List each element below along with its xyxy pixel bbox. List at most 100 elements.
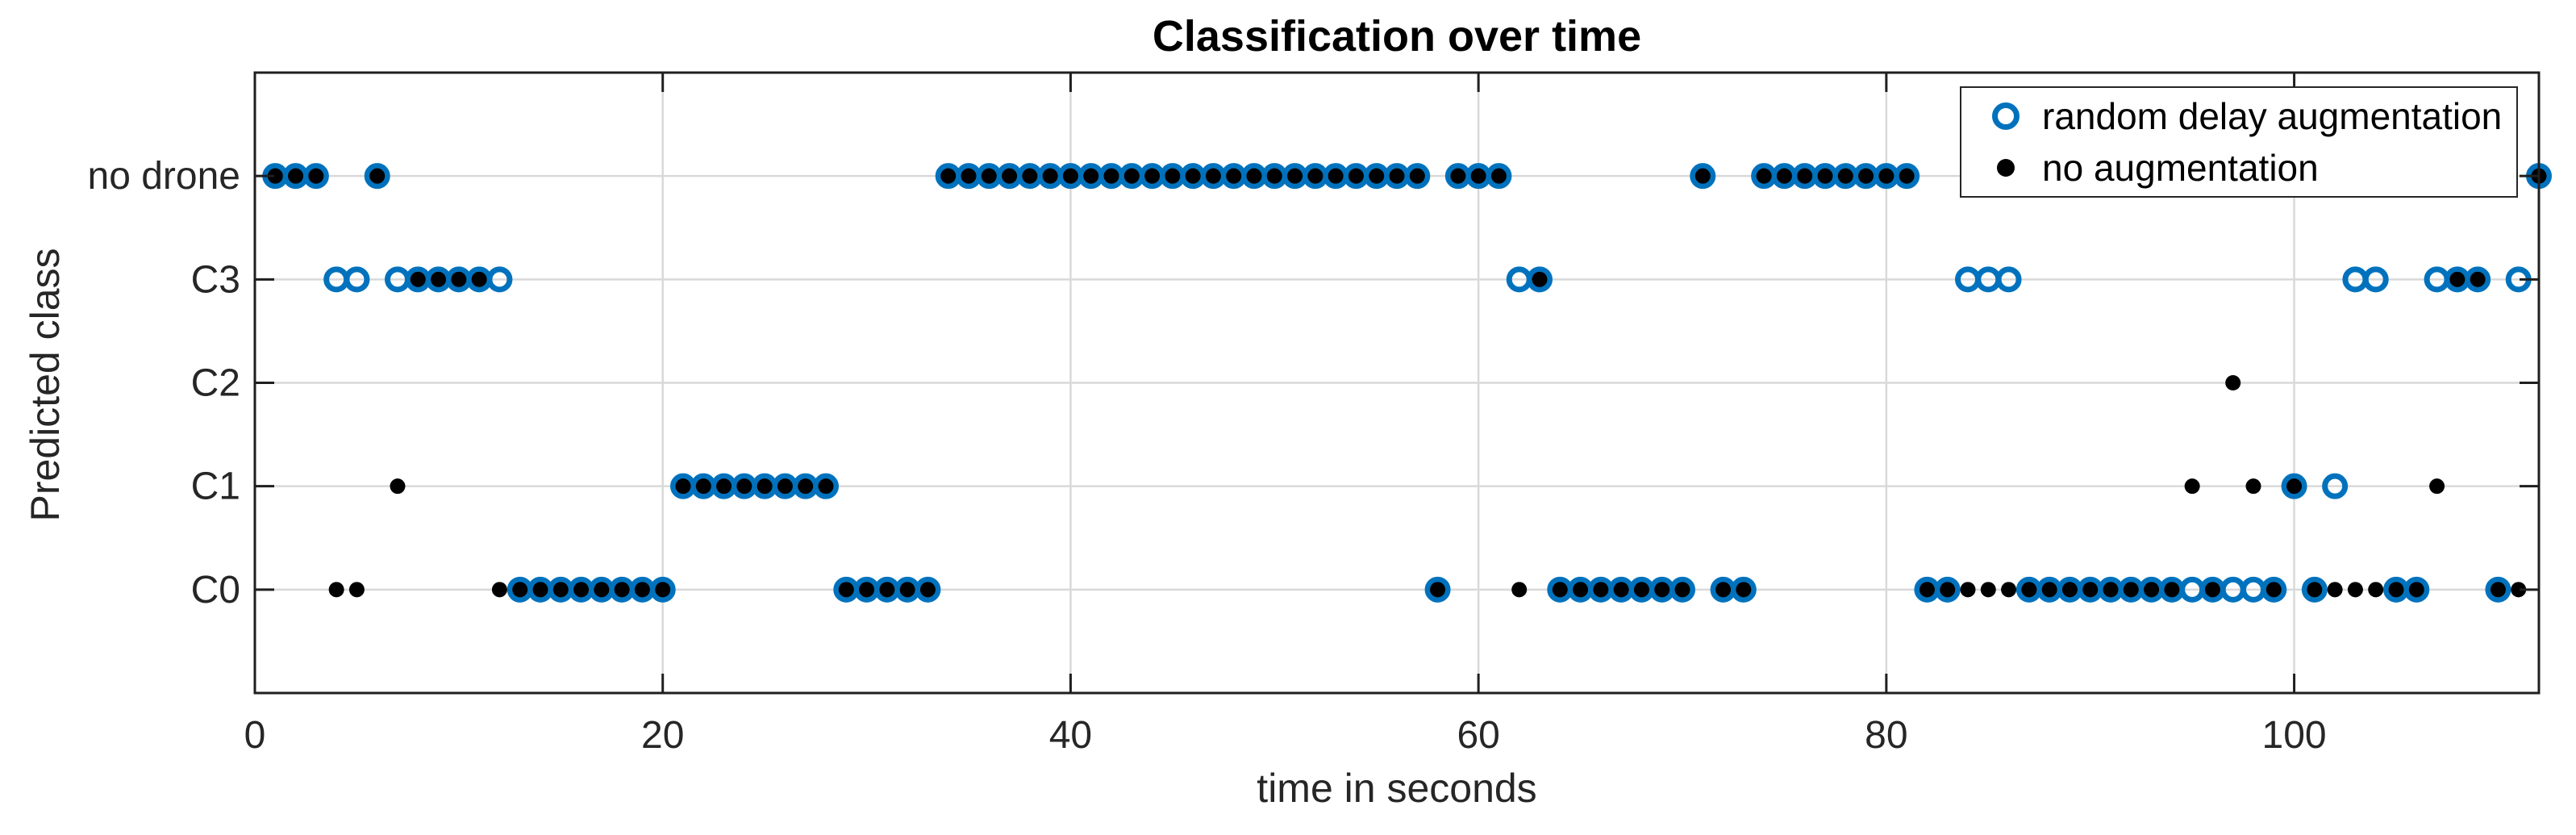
- data-point-no-augmentation: [1797, 168, 1813, 184]
- data-point-no-augmentation: [675, 478, 691, 495]
- data-point-no-augmentation: [1858, 168, 1874, 184]
- data-point-no-augmentation: [2408, 582, 2424, 598]
- data-point-random-delay: [915, 576, 941, 603]
- data-point-no-augmentation: [2368, 582, 2384, 598]
- data-point-no-augmentation: [1674, 582, 1690, 598]
- data-point-random-delay: [1404, 163, 1431, 190]
- data-point-no-augmentation: [2144, 582, 2160, 598]
- data-point-no-augmentation: [1307, 168, 1323, 184]
- data-point-no-augmentation: [1613, 582, 1629, 598]
- chart-title: Classification over time: [1152, 12, 1642, 61]
- data-point-no-augmentation: [552, 582, 569, 598]
- data-point-no-augmentation: [1042, 168, 1058, 184]
- data-point-no-augmentation: [1776, 168, 1792, 184]
- data-point-random-delay: [649, 576, 676, 603]
- data-point-no-augmentation: [1103, 168, 1119, 184]
- data-point-random-delay: [2362, 266, 2389, 293]
- data-point-no-augmentation: [267, 168, 283, 184]
- data-point-no-augmentation: [348, 582, 365, 598]
- tick-labels: 0 20 40 60 80 100 no drone C3 C2 C1 C0: [88, 155, 2327, 757]
- legend-box: random delay augmentation no augmentatio…: [1960, 86, 2518, 198]
- data-point-no-augmentation: [716, 478, 732, 495]
- data-point-no-augmentation: [1756, 168, 1772, 184]
- data-point-random-delay: [813, 473, 839, 499]
- data-point-no-augmentation: [2327, 582, 2343, 598]
- data-point-no-augmentation: [451, 271, 467, 287]
- data-point-no-augmentation: [859, 582, 875, 598]
- data-point-no-augmentation: [899, 582, 915, 598]
- x-tick-label: 80: [1865, 714, 1907, 757]
- data-point-no-augmentation: [1532, 271, 1548, 287]
- y-category-label: C3: [191, 258, 240, 301]
- data-point-no-augmentation: [757, 478, 773, 495]
- data-point-no-augmentation: [1736, 582, 1752, 598]
- data-point-no-augmentation: [1083, 168, 1099, 184]
- data-point-no-augmentation: [2103, 582, 2119, 598]
- data-point-no-augmentation: [1511, 582, 1528, 598]
- data-point-no-augmentation: [410, 271, 426, 287]
- data-point-no-augmentation: [471, 271, 487, 287]
- data-point-no-augmentation: [1633, 582, 1649, 598]
- data-point-random-delay: [486, 266, 513, 293]
- y-category-label: C1: [191, 466, 240, 508]
- axes-box: [253, 71, 2541, 695]
- data-point-no-augmentation: [390, 478, 406, 495]
- x-axis-label: time in seconds: [1257, 766, 1537, 811]
- data-point-no-augmentation: [2265, 582, 2282, 598]
- data-point-no-augmentation: [2225, 375, 2241, 390]
- data-point-no-augmentation: [879, 582, 895, 598]
- data-point-no-augmentation: [2184, 478, 2200, 495]
- data-point-no-augmentation: [695, 478, 711, 495]
- data-point-no-augmentation: [1226, 168, 1242, 184]
- data-point-no-augmentation: [1022, 168, 1038, 184]
- data-point-no-augmentation: [1490, 168, 1507, 184]
- data-point-no-augmentation: [1552, 582, 1568, 598]
- x-tick-label: 40: [1049, 714, 1092, 757]
- data-point-no-augmentation: [1287, 168, 1303, 184]
- x-tick-label: 60: [1457, 714, 1499, 757]
- data-point-no-augmentation: [2511, 582, 2527, 598]
- data-point-no-augmentation: [1409, 168, 1425, 184]
- data-point-random-delay: [364, 163, 390, 190]
- data-point-no-augmentation: [1165, 168, 1181, 184]
- legend-label: random delay augmentation: [2042, 95, 2503, 138]
- data-point-no-augmentation: [2204, 582, 2220, 598]
- legend-entry-random-delay: random delay augmentation: [1992, 94, 2516, 139]
- data-point-no-augmentation: [634, 582, 650, 598]
- legend-label: no augmentation: [2042, 146, 2319, 189]
- data-point-no-augmentation: [2164, 582, 2180, 598]
- data-point-no-augmentation: [961, 168, 977, 184]
- data-point-no-augmentation: [1002, 168, 1018, 184]
- data-point-no-augmentation: [1062, 168, 1078, 184]
- data-point-no-augmentation: [532, 582, 548, 598]
- data-point-random-delay: [1730, 576, 1757, 603]
- data-point-no-augmentation: [981, 168, 997, 184]
- data-point-no-augmentation: [1470, 168, 1486, 184]
- data-point-no-augmentation: [1430, 582, 1446, 598]
- data-point-no-augmentation: [1593, 582, 1609, 598]
- data-point-no-augmentation: [2470, 271, 2486, 287]
- data-point-no-augmentation: [512, 582, 528, 598]
- data-point-no-augmentation: [1960, 582, 1976, 598]
- data-point-no-augmentation: [838, 582, 854, 598]
- data-point-random-delay: [2281, 473, 2307, 499]
- y-axis-label: Predicted class: [23, 248, 68, 522]
- data-point-no-augmentation: [594, 582, 610, 598]
- data-point-random-delay: [1894, 163, 1920, 190]
- data-point-no-augmentation: [2001, 582, 2017, 598]
- data-point-no-augmentation: [655, 582, 671, 598]
- data-point-random-delay: [1995, 266, 2022, 293]
- data-point-no-augmentation: [2286, 478, 2303, 495]
- data-point-random-delay: [2465, 266, 2491, 293]
- data-point-no-augmentation: [1654, 582, 1670, 598]
- legend-entry-no-augmentation: no augmentation: [1992, 145, 2516, 190]
- x-tick-label: 20: [641, 714, 684, 757]
- data-point-no-augmentation: [2123, 582, 2139, 598]
- data-point-no-augmentation: [1185, 168, 1201, 184]
- data-point-no-augmentation: [1940, 582, 1956, 598]
- data-point-random-delay: [1934, 576, 1961, 603]
- data-point-no-augmentation: [1980, 582, 1996, 598]
- data-point-no-augmentation: [1919, 582, 1935, 598]
- data-point-random-delay: [1486, 163, 1512, 190]
- data-point-no-augmentation: [2449, 271, 2466, 287]
